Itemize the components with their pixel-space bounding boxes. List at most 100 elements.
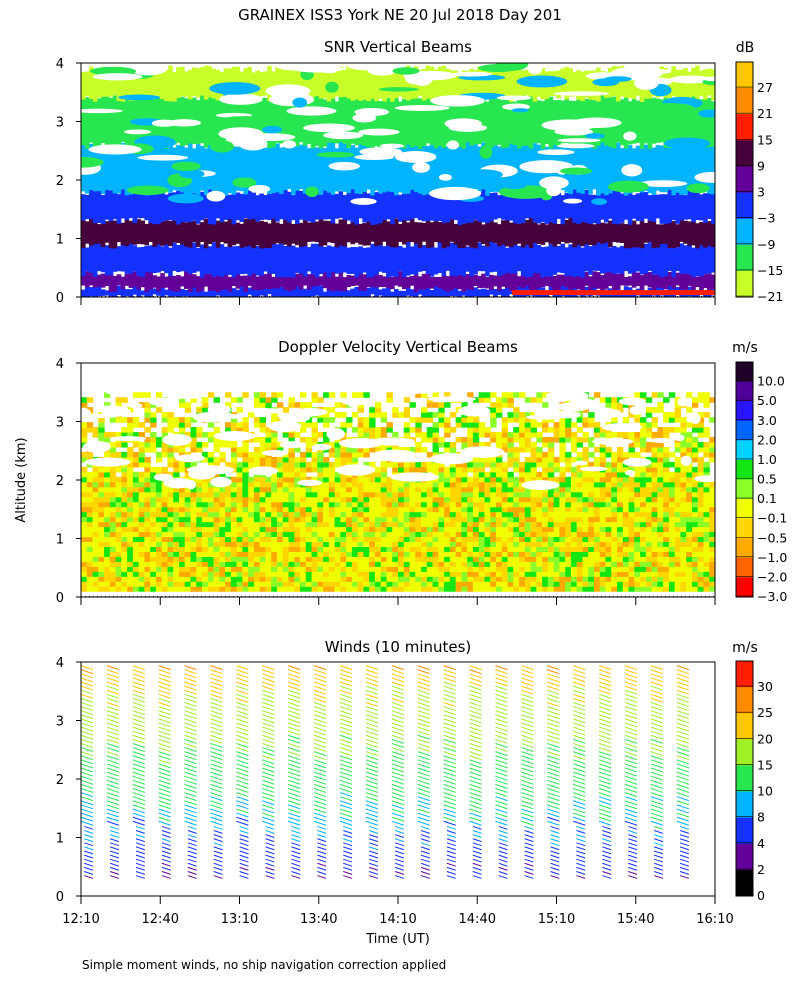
snr-cell — [457, 243, 462, 276]
snr-cell — [215, 145, 221, 193]
doppler-cell — [547, 541, 555, 547]
snr-cell — [267, 190, 272, 221]
doppler-cell — [242, 427, 249, 433]
snr-cell — [81, 156, 104, 168]
doppler-cell — [668, 521, 676, 528]
doppler-cell — [346, 546, 353, 552]
doppler-cell — [628, 446, 635, 453]
doppler-cell — [109, 541, 117, 547]
doppler-cell — [640, 506, 647, 513]
snr-cell — [536, 224, 542, 245]
doppler-cell — [617, 576, 624, 582]
doppler-cell — [611, 471, 618, 478]
snr-cell — [100, 245, 106, 273]
doppler-cell — [461, 501, 468, 508]
doppler-cell — [225, 531, 232, 538]
doppler-cell — [155, 501, 163, 508]
doppler-cell — [236, 541, 243, 547]
doppler-cell — [421, 531, 428, 538]
doppler-cell — [432, 511, 439, 518]
doppler-cell — [559, 531, 566, 538]
snr-cell — [180, 241, 185, 272]
doppler-cell — [461, 541, 468, 547]
doppler-cell — [565, 526, 572, 533]
doppler-cell — [415, 466, 422, 473]
doppler-cell — [398, 541, 405, 547]
doppler-cell — [248, 586, 255, 592]
snr-cell — [473, 220, 478, 249]
doppler-cell — [668, 566, 676, 572]
doppler-cell — [219, 486, 226, 493]
doppler-cell — [300, 511, 307, 518]
doppler-cell — [340, 501, 347, 508]
snr-cell — [120, 142, 126, 190]
doppler-cell — [276, 561, 284, 567]
snr-cell — [615, 221, 621, 243]
doppler-cell — [663, 511, 670, 518]
doppler-cell — [519, 437, 526, 443]
doppler-cell — [438, 586, 445, 592]
doppler-cell — [150, 536, 157, 543]
doppler-cell — [392, 521, 399, 528]
doppler-cell — [611, 556, 618, 562]
doppler-cell — [519, 551, 526, 557]
doppler-cell — [501, 422, 509, 428]
doppler-cell — [132, 586, 140, 592]
doppler-cell — [530, 417, 537, 423]
doppler-cell — [421, 417, 428, 423]
snr-cell — [318, 193, 324, 220]
doppler-cell — [622, 566, 630, 572]
doppler-cell — [680, 466, 687, 473]
doppler-cell — [104, 501, 111, 508]
doppler-cell — [438, 526, 445, 533]
doppler-cell — [328, 481, 336, 488]
doppler-cell — [265, 561, 272, 567]
doppler-cell — [127, 581, 134, 587]
doppler-cell — [92, 541, 99, 547]
doppler-cell — [225, 536, 232, 543]
doppler-cell — [132, 546, 140, 552]
doppler-cell — [248, 551, 255, 557]
doppler-cell — [363, 581, 370, 587]
snr-cell — [557, 138, 601, 143]
snr-cell — [588, 276, 593, 291]
doppler-cell — [259, 576, 267, 582]
snr-cell — [120, 288, 126, 297]
doppler-cell — [282, 456, 290, 463]
doppler-cell — [593, 546, 601, 552]
snr-cell — [124, 71, 130, 98]
doppler-cell — [588, 451, 595, 458]
doppler-cell — [507, 566, 514, 572]
doppler-cell — [703, 551, 710, 557]
snr-cell — [259, 193, 264, 220]
snr-cell — [457, 146, 462, 195]
doppler-cell — [421, 491, 428, 498]
snr-cell — [485, 101, 490, 149]
doppler-cell — [380, 516, 388, 523]
doppler-cell — [248, 561, 255, 567]
snr-cell — [291, 245, 296, 278]
snr-cell — [191, 220, 197, 243]
doppler-cell — [248, 566, 255, 572]
doppler-cell — [570, 481, 578, 488]
snr-cell — [195, 68, 201, 98]
snr-cell — [429, 193, 435, 221]
doppler-cell — [161, 521, 169, 528]
doppler-cell — [363, 546, 370, 552]
doppler-cell — [611, 526, 618, 533]
doppler-cell — [432, 551, 439, 557]
snr-cell — [342, 290, 348, 297]
doppler-cell — [236, 471, 243, 478]
snr-cell — [405, 241, 411, 276]
doppler-cell — [663, 417, 670, 423]
snr-cell — [96, 189, 102, 223]
doppler-cell — [357, 546, 365, 552]
doppler-cell — [173, 466, 180, 473]
doppler-cell — [398, 586, 405, 592]
doppler-cell — [657, 481, 664, 488]
snr-cell — [643, 191, 649, 219]
doppler-cell — [519, 427, 526, 433]
doppler-cell — [253, 461, 261, 468]
doppler-cell — [202, 561, 209, 567]
doppler-cell — [363, 521, 370, 528]
